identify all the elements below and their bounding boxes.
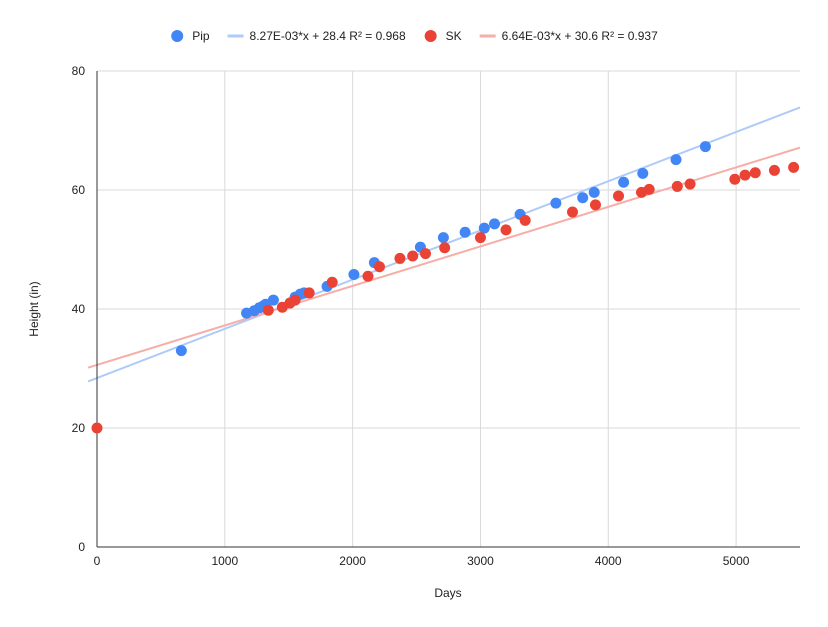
data-point-sk [303,287,315,299]
legend-label-pip: Pip [192,29,210,43]
data-point-pip [437,232,449,244]
data-point-sk [419,248,431,260]
data-point-pip [670,154,682,166]
data-point-pip [478,222,490,234]
x-tick-label: 5000 [723,554,750,568]
data-point-sk [671,180,683,192]
data-point-pip [618,176,630,188]
data-point-pip [588,186,600,198]
data-point-pip [267,294,279,306]
data-point-sk [566,206,578,218]
data-point-sk [643,183,655,195]
data-point-sk [500,224,512,236]
x-tick-label: 3000 [467,554,494,568]
data-point-sk [326,276,338,288]
tick-labels: 0 20 40 60 80 0 1000 2000 3000 4000 5000 [72,64,750,568]
legend-label-sk: SK [446,29,462,43]
x-axis-title: Days [434,586,461,600]
y-tick-label: 80 [72,64,86,78]
y-tick-label: 60 [72,183,86,197]
y-tick-label: 20 [72,421,86,435]
data-point-sk [394,252,406,264]
y-axis-title: Height (in) [27,281,41,336]
data-point-sk [407,250,419,262]
data-point-sk [262,304,274,316]
legend-label-sk-trend: 6.64E-03*x + 30.6 R² = 0.937 [502,29,658,43]
data-point-sk [768,164,780,176]
data-point-sk [749,167,761,179]
data-point-sk [589,199,601,211]
data-point-sk [373,261,385,273]
data-point-pip [348,268,360,280]
data-points [91,141,800,434]
data-point-sk [474,232,486,244]
axes [96,71,800,548]
data-point-pip [699,141,711,153]
data-point-pip [175,345,187,357]
data-point-sk [729,173,741,185]
x-tick-label: 4000 [595,554,622,568]
data-point-pip [577,192,589,204]
data-point-pip [459,226,471,238]
x-tick-label: 1000 [211,554,238,568]
legend-label-pip-trend: 8.27E-03*x + 28.4 R² = 0.968 [250,29,406,43]
data-point-sk [91,422,103,434]
gridlines [97,70,800,547]
data-point-sk [362,270,374,282]
x-tick-label: 2000 [339,554,366,568]
data-point-sk [739,169,751,181]
data-point-sk [289,294,301,306]
data-point-pip [637,167,649,179]
data-point-pip [489,218,501,230]
y-tick-label: 0 [78,540,85,554]
data-point-sk [612,190,624,202]
data-point-sk [519,214,531,226]
legend: Pip 8.27E-03*x + 28.4 R² = 0.968 SK 6.64E-0… [171,29,658,43]
y-tick-label: 40 [72,302,86,316]
legend-marker-sk [424,30,437,42]
data-point-sk [684,178,696,190]
data-point-pip [550,197,562,209]
data-point-sk [439,242,451,254]
data-point-sk [788,161,800,173]
x-tick-label: 0 [94,554,101,568]
legend-marker-pip [171,30,184,42]
